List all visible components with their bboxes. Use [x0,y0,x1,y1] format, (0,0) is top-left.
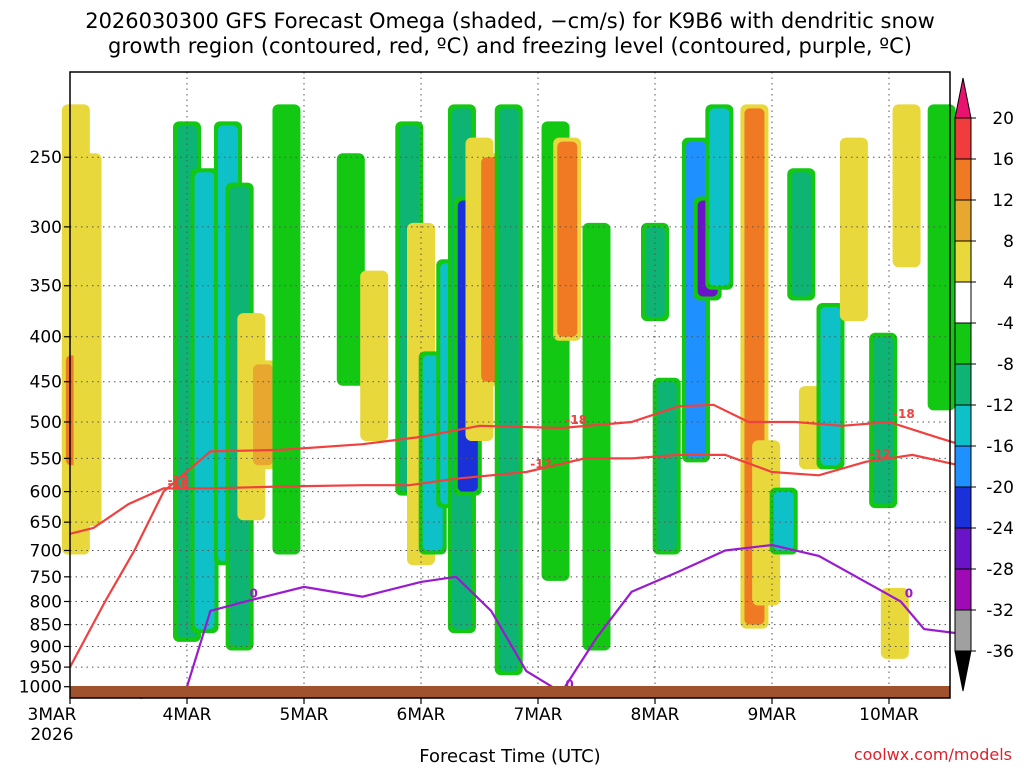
dgz-contour--18-label: -18 [168,477,190,491]
y-axis: 2503003504004505005506006507007508008509… [19,148,70,698]
dgz-contour--18-label: -18 [565,413,587,427]
colorbar-swatch [954,322,972,365]
omega-cell [253,364,274,466]
x-tick-label: 9MAR [748,705,797,725]
x-axis: 3MAR 4MAR 5MAR 6MAR 7MAR 8MAR 9MAR 10MAR [28,698,919,725]
colorbar-swatch [954,117,972,160]
omega-cell [645,226,665,318]
omega-cell [77,157,98,523]
y-tick-label: 600 [30,483,62,503]
colorbar-arrow-top [954,77,972,119]
colorbar-label: -28 [986,560,1014,580]
omega-cell [586,226,607,647]
y-tick-label: 900 [30,637,62,657]
colorbar-swatch [954,363,972,406]
y-tick-label: 750 [30,568,62,588]
omega-cell [884,591,905,655]
dgz-contour--18-label: -18 [893,407,915,421]
colorbar-label: -16 [986,437,1014,457]
colorbar-swatch [954,404,972,447]
freezing-contour-label: 0 [250,586,258,600]
x-tick-label: 6MAR [397,705,446,725]
omega-cell [340,157,361,382]
grid-lines [70,72,950,698]
y-tick-label: 950 [30,658,62,678]
omega-cell [843,141,864,318]
chart-title-line2: growth region (contoured, red, ºC) and f… [108,34,912,58]
omega-cell [820,306,841,466]
omega-cell [896,108,917,264]
freezing-contour-label: 0 [565,677,573,691]
colorbar-label: -24 [986,519,1014,539]
y-tick-label: 500 [30,413,62,433]
colorbar-label: 8 [1003,232,1014,252]
y-tick-label: 800 [30,592,62,612]
x-tick-label: 5MAR [280,705,329,725]
colorbar-label: -8 [997,355,1014,375]
omega-cell [756,444,777,602]
colorbar-swatch [954,527,972,570]
x-tick-label: 4MAR [163,705,212,725]
dgz-contour--12-label: -12 [168,473,190,487]
x-tick-label: 10MAR [859,705,919,725]
y-tick-label: 550 [30,449,62,469]
y-tick-label: 650 [30,513,62,533]
y-tick-label: 250 [30,148,62,168]
chart-title-line1: 2026030300 GFS Forecast Omega (shaded, −… [85,9,935,33]
x-tick-label: 7MAR [514,705,563,725]
plot-frame [69,71,951,699]
terrain-surface [70,686,950,698]
omega-cell [873,336,894,505]
colorbar-swatch [954,281,972,324]
colorbar-label: 16 [992,150,1014,170]
omega-cell [364,274,385,437]
colorbar-swatch [954,199,972,242]
colorbar-label: -4 [997,314,1014,334]
colorbar-label: -32 [986,601,1014,621]
colorbar-swatch [954,568,972,611]
dgz-contour--12-label: -12 [530,457,552,471]
colorbar-swatch [954,445,972,488]
omega-cell [709,108,730,286]
y-tick-label: 1000 [19,678,62,698]
x-tick-label: 3MAR [28,705,77,725]
omega-cell [656,381,677,551]
x-tick-label: 8MAR [631,705,680,725]
y-tick-label: 850 [30,616,62,636]
omega-cell [791,172,812,297]
colorbar-swatch [954,158,972,201]
colorbar-label: -20 [986,478,1014,498]
colorbar-swatch [954,486,972,529]
dgz-contour--12 [69,453,960,535]
colorbar-label: 20 [992,109,1014,129]
y-tick-label: 700 [30,541,62,561]
colorbar-label: 4 [1003,273,1014,293]
omega-cell [498,108,519,672]
credit-text: coolwx.com/models [854,745,1012,764]
omega-cell [194,172,215,630]
omega-cell [557,141,578,337]
dgz-contour--18 [69,403,960,668]
year-label: 2026 [30,725,73,745]
omega-cell [276,108,297,551]
colorbar-swatch [954,609,972,652]
colorbar-label: -12 [986,396,1014,416]
y-tick-label: 400 [30,328,62,348]
y-tick-label: 450 [30,373,62,393]
y-tick-label: 350 [30,277,62,297]
colorbar: 20 16 12 8 4 -4 -8 -12 -16 -20 -24 -28 -32 -36 [954,77,1014,692]
omega-cell [931,108,952,407]
freezing-contour-label: 0 [905,586,913,600]
dgz-contour--12-label: -12 [870,447,892,461]
colorbar-arrow-bottom [954,650,972,692]
y-tick-label: 300 [30,218,62,238]
x-axis-label: Forecast Time (UTC) [419,746,600,767]
colorbar-swatch [954,240,972,283]
omega-cell [773,491,794,551]
colorbar-label: -36 [986,642,1014,662]
colorbar-label: 12 [992,191,1014,211]
